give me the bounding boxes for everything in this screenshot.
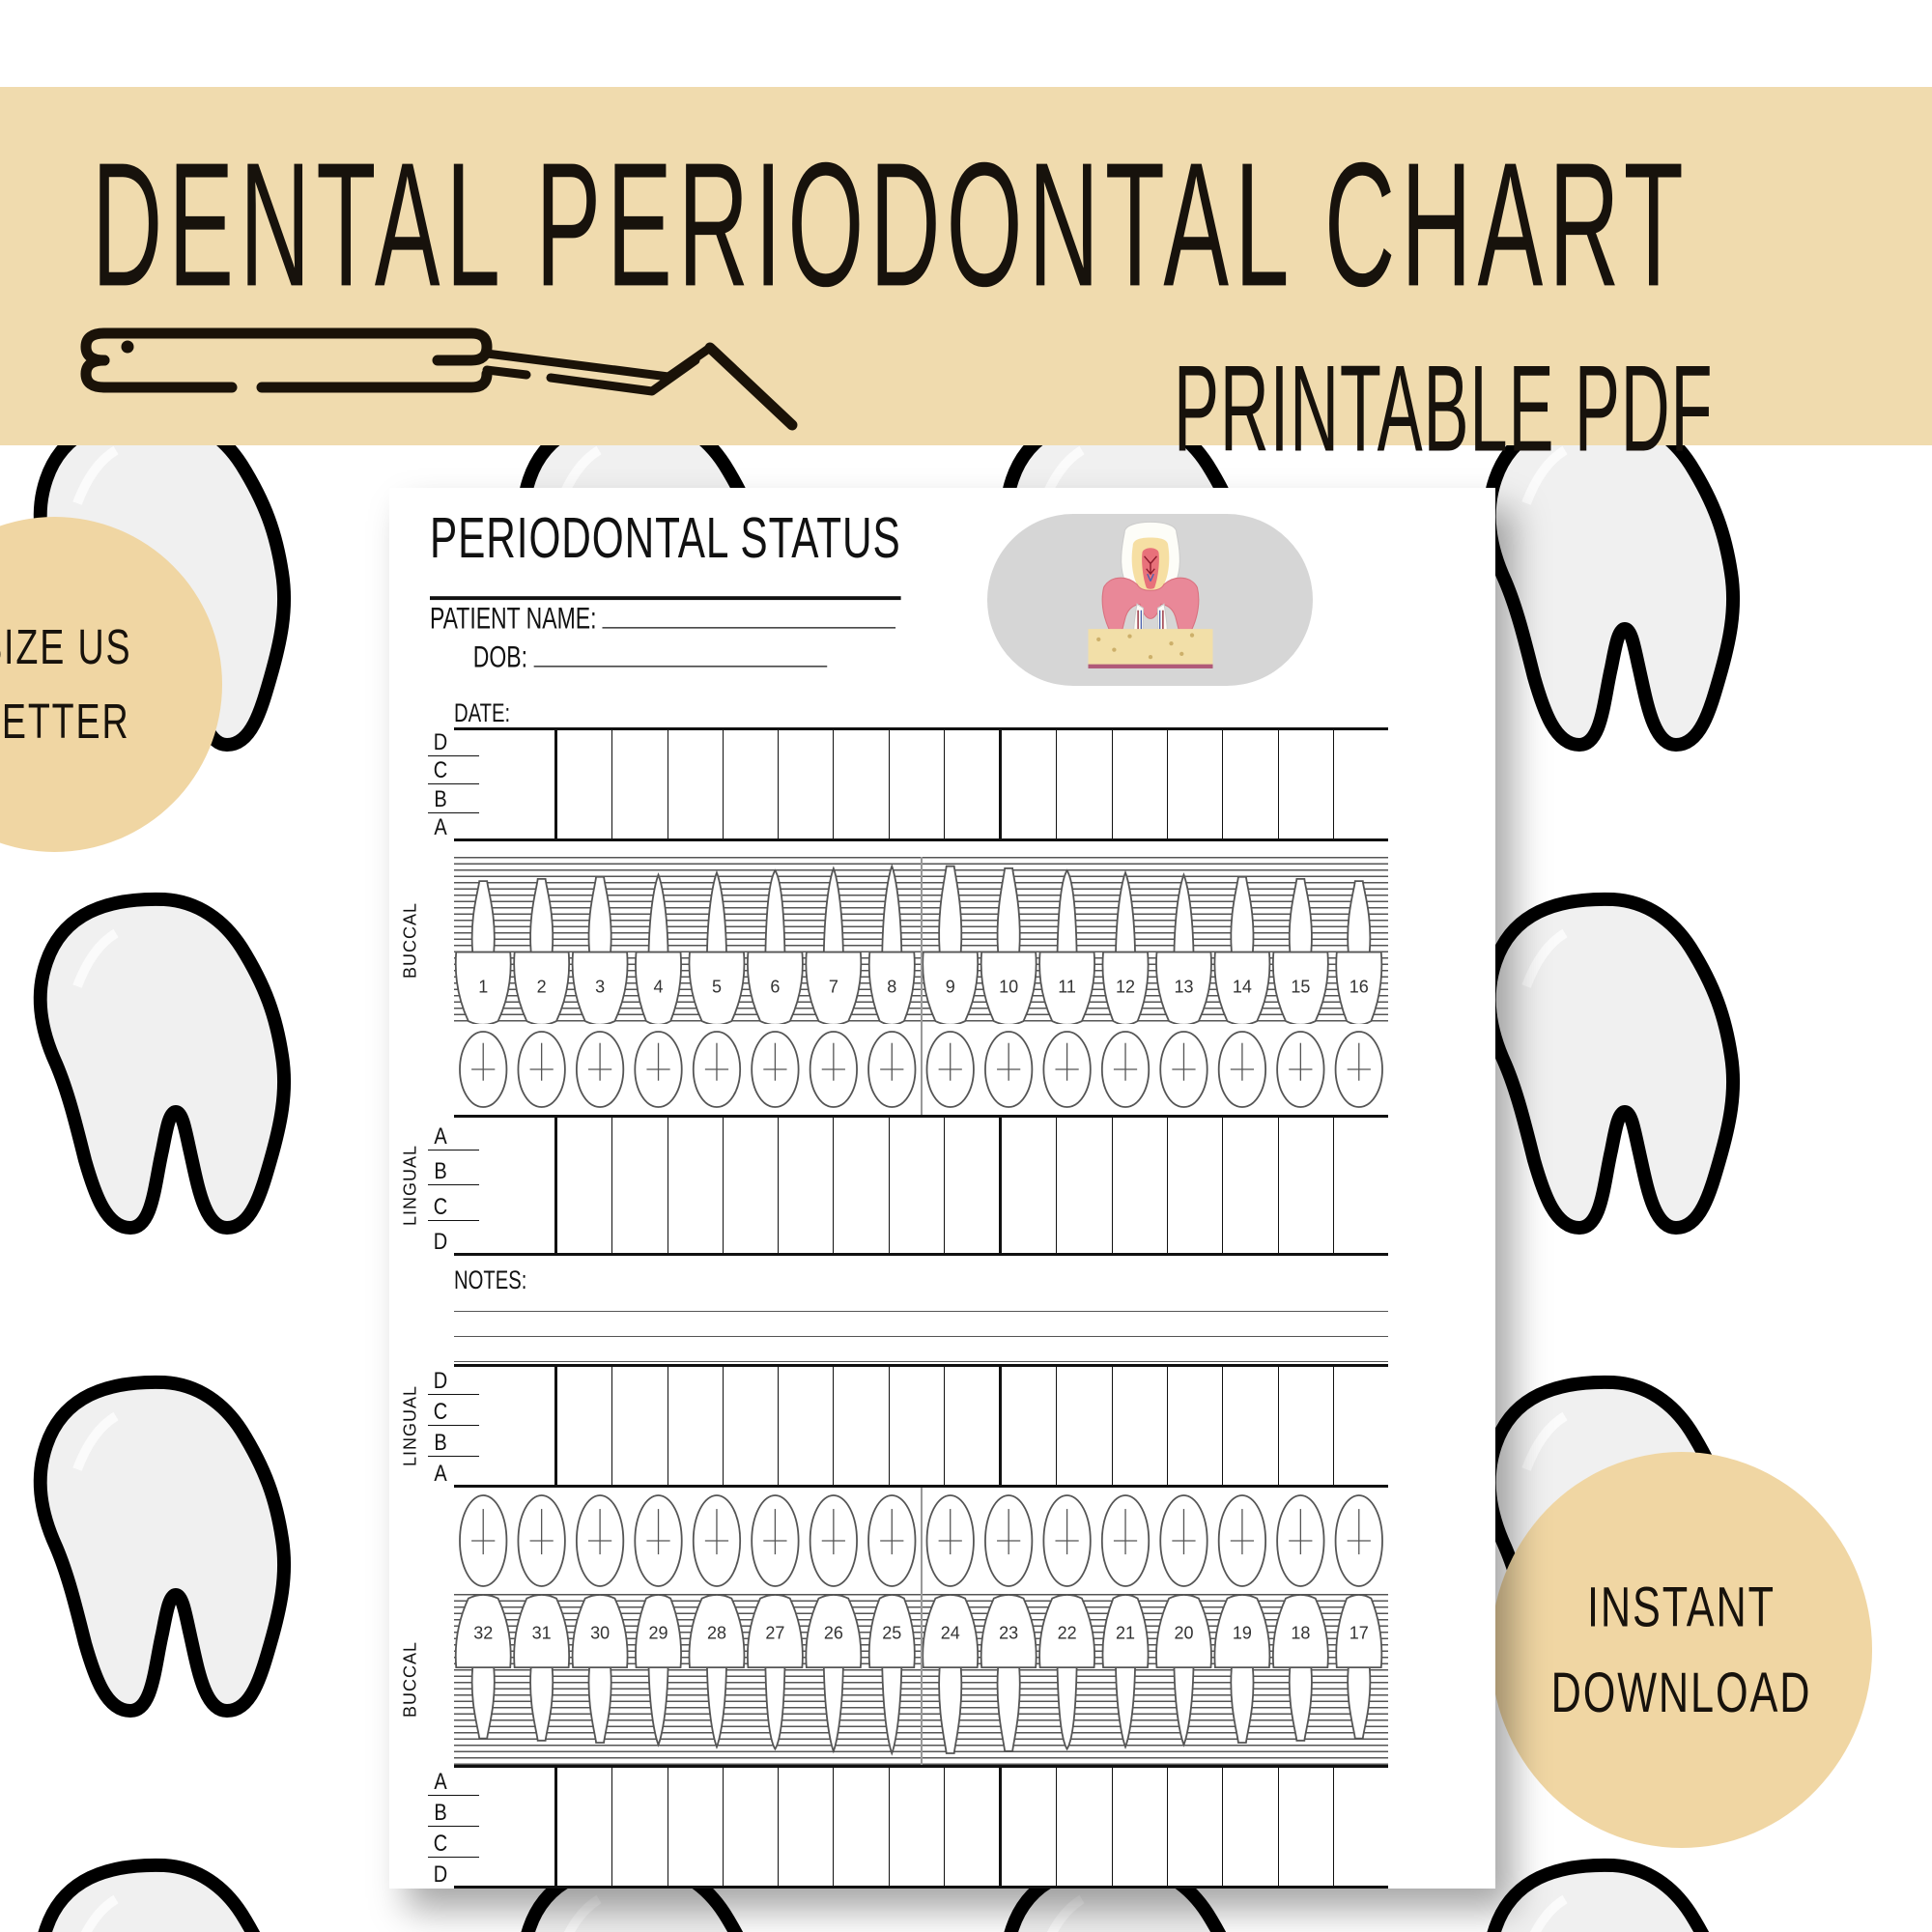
- svg-text:3: 3: [595, 977, 605, 996]
- svg-text:9: 9: [946, 977, 955, 996]
- svg-text:23: 23: [999, 1623, 1018, 1642]
- svg-text:24: 24: [941, 1623, 960, 1642]
- svg-text:5: 5: [712, 977, 722, 996]
- svg-text:13: 13: [1174, 977, 1193, 996]
- svg-text:22: 22: [1058, 1623, 1077, 1642]
- svg-text:7: 7: [829, 977, 838, 996]
- svg-text:8: 8: [887, 977, 896, 996]
- svg-text:16: 16: [1350, 977, 1369, 996]
- svg-text:10: 10: [999, 977, 1018, 996]
- svg-text:28: 28: [707, 1623, 726, 1642]
- svg-text:21: 21: [1116, 1623, 1135, 1642]
- svg-text:20: 20: [1174, 1623, 1193, 1642]
- svg-text:11: 11: [1058, 977, 1076, 996]
- svg-text:18: 18: [1291, 1623, 1310, 1642]
- svg-text:2: 2: [537, 977, 547, 996]
- svg-text:17: 17: [1350, 1623, 1369, 1642]
- svg-text:15: 15: [1291, 977, 1310, 996]
- svg-text:27: 27: [765, 1623, 784, 1642]
- svg-text:29: 29: [649, 1623, 668, 1642]
- svg-text:25: 25: [882, 1623, 901, 1642]
- svg-text:14: 14: [1233, 977, 1252, 996]
- svg-text:32: 32: [473, 1623, 493, 1642]
- svg-text:30: 30: [590, 1623, 610, 1642]
- svg-text:12: 12: [1116, 977, 1135, 996]
- svg-text:19: 19: [1233, 1623, 1252, 1642]
- svg-text:26: 26: [824, 1623, 843, 1642]
- svg-text:31: 31: [532, 1623, 552, 1642]
- svg-text:6: 6: [770, 977, 780, 996]
- svg-text:1: 1: [478, 977, 488, 996]
- svg-text:4: 4: [654, 977, 664, 996]
